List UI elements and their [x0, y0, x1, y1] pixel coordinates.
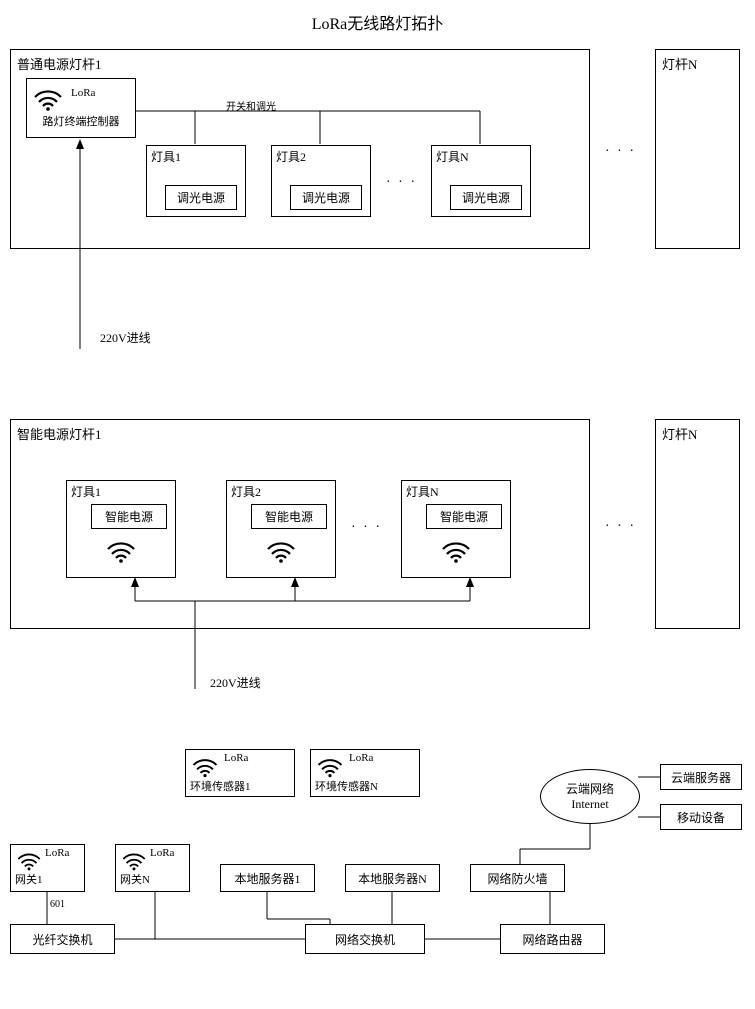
switch-box: 网络交换机	[305, 924, 425, 954]
lampN-dimmer: 调光电源	[450, 185, 522, 210]
pole1-dots: · · ·	[605, 144, 636, 160]
firewall-label: 网络防火墙	[487, 872, 547, 886]
num-601: 601	[50, 899, 65, 910]
fiber-label: 光纤交换机	[32, 933, 92, 947]
wifi-icon	[264, 535, 298, 563]
pole2-container: 智能电源灯杆1 灯具1 智能电源 灯具2 智能电源 · · ·	[10, 419, 590, 629]
lamp1-label: 灯具1	[147, 146, 245, 167]
diagram-canvas: 普通电源灯杆1 LoRa 路灯终端控制器 开关和调光 灯具1 调光电源 灯具2	[10, 49, 745, 999]
cloud-ellipse: 云端网络 Internet	[540, 769, 640, 824]
controller-lora-label: LoRa	[71, 87, 95, 99]
sensorN-label: 环境传感器N	[315, 778, 415, 794]
pole2-dots: · · ·	[605, 519, 636, 535]
pole2-N-title: 灯杆N	[656, 420, 739, 447]
lamp1-box: 灯具1 调光电源	[146, 145, 246, 217]
lora-controller: LoRa 路灯终端控制器	[26, 78, 136, 138]
pole1-container: 普通电源灯杆1 LoRa 路灯终端控制器 开关和调光 灯具1 调光电源 灯具2	[10, 49, 590, 249]
lamp2-box: 灯具2 调光电源	[271, 145, 371, 217]
lampN-label: 灯具N	[432, 146, 530, 167]
gw1-lora: LoRa	[45, 847, 69, 871]
firewall-box: 网络防火墙	[470, 864, 565, 892]
wifi-icon	[315, 752, 345, 778]
wifi-icon	[31, 83, 65, 111]
wifi-icon	[120, 847, 148, 871]
wifi-icon	[15, 847, 43, 871]
fiber-box: 光纤交换机	[10, 924, 115, 954]
sensor1-lora: LoRa	[224, 752, 248, 778]
sensorN-lora: LoRa	[349, 752, 373, 778]
wifi-icon	[190, 752, 220, 778]
controller-label: 路灯终端控制器	[31, 113, 131, 129]
switch-label: 网络交换机	[335, 933, 395, 947]
p2-lamp2-smart: 智能电源	[251, 504, 327, 529]
lamp2-label: 灯具2	[272, 146, 370, 167]
lamp-dots: · · ·	[386, 175, 417, 191]
pole2-N: 灯杆N	[655, 419, 740, 629]
router-box: 网络路由器	[500, 924, 605, 954]
cloud-label1: 云端网络	[566, 782, 614, 796]
mobile-box: 移动设备	[660, 804, 742, 830]
gw1-label: 网关1	[15, 871, 80, 887]
p2-lampN-box: 灯具N 智能电源	[401, 480, 511, 578]
cloud-server-box: 云端服务器	[660, 764, 742, 790]
pole2-title: 智能电源灯杆1	[11, 420, 589, 447]
p2-lamp-dots: · · ·	[351, 520, 382, 536]
local1-box: 本地服务器1	[220, 864, 315, 892]
gwN-box: LoRa 网关N	[115, 844, 190, 892]
diagram-title: LoRa无线路灯拓扑	[10, 10, 745, 34]
lampN-box: 灯具N 调光电源	[431, 145, 531, 217]
gw1-box: LoRa 网关1	[10, 844, 85, 892]
pole1-title: 普通电源灯杆1	[11, 50, 589, 77]
localN-box: 本地服务器N	[345, 864, 440, 892]
gwN-lora: LoRa	[150, 847, 174, 871]
wifi-icon	[104, 535, 138, 563]
sensor1-label: 环境传感器1	[190, 778, 290, 794]
localN-label: 本地服务器N	[358, 872, 427, 886]
lamp2-dimmer: 调光电源	[290, 185, 362, 210]
p2-lamp1-smart: 智能电源	[91, 504, 167, 529]
gwN-label: 网关N	[120, 871, 185, 887]
mobile-label: 移动设备	[677, 811, 725, 825]
p2-lamp2-label: 灯具2	[227, 481, 335, 502]
sensor1-box: LoRa 环境传感器1	[185, 749, 295, 797]
wifi-icon	[439, 535, 473, 563]
p2-lampN-smart: 智能电源	[426, 504, 502, 529]
pole1-N: 灯杆N	[655, 49, 740, 249]
switch-dimmer-label: 开关和调光	[226, 98, 276, 113]
pole1-N-title: 灯杆N	[656, 50, 739, 77]
sensorN-box: LoRa 环境传感器N	[310, 749, 420, 797]
router-label: 网络路由器	[522, 933, 582, 947]
lamp1-dimmer: 调光电源	[165, 185, 237, 210]
cloud-label2: Internet	[571, 797, 608, 811]
cloud-server-label: 云端服务器	[671, 771, 731, 785]
pole2-220v-label: 220V进线	[210, 674, 261, 691]
pole1-220v-label: 220V进线	[100, 329, 151, 346]
p2-lamp2-box: 灯具2 智能电源	[226, 480, 336, 578]
p2-lampN-label: 灯具N	[402, 481, 510, 502]
p2-lamp1-label: 灯具1	[67, 481, 175, 502]
local1-label: 本地服务器1	[234, 872, 300, 886]
p2-lamp1-box: 灯具1 智能电源	[66, 480, 176, 578]
